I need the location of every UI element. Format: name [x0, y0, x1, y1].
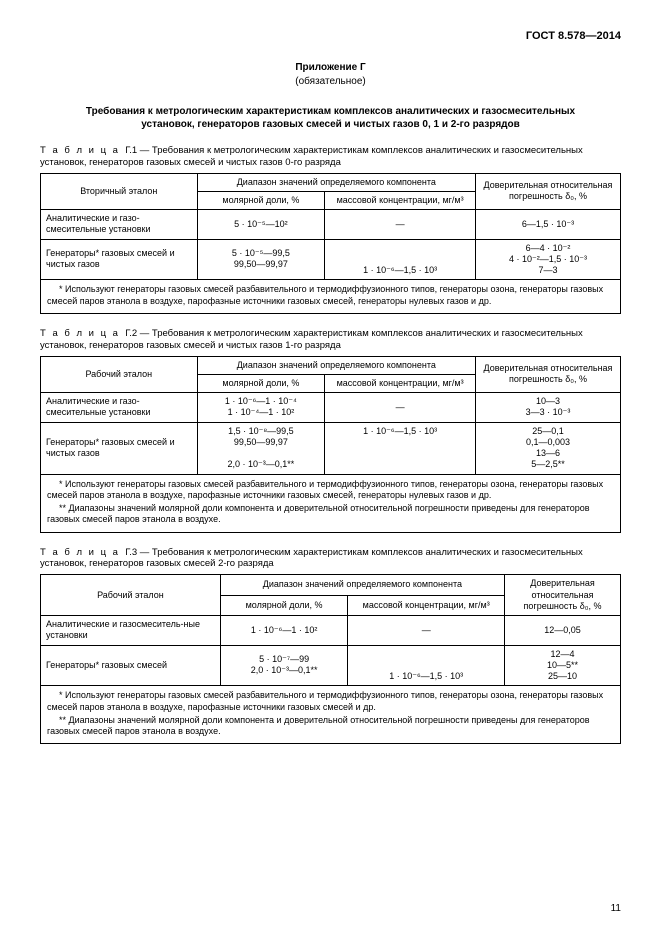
- t1-r1-mass: —: [325, 210, 476, 240]
- t1-h-err: Доверительная относительная погрешность …: [476, 173, 621, 210]
- table1-caption: Т а б л и ц а Г.1 — Требования к метроло…: [40, 145, 621, 169]
- t2-note2: ** Диапазоны значений молярной доли комп…: [47, 503, 614, 526]
- table1: Вторичный эталон Диапазон значений опред…: [40, 173, 621, 281]
- t1-note: * Используют генераторы газовых смесей р…: [47, 284, 614, 307]
- table2-caption: Т а б л и ц а Г.2 — Требования к метроло…: [40, 328, 621, 352]
- t1-r1-name: Аналитические и газо-смесительные устано…: [41, 210, 198, 240]
- t2-r2-err: 25—0,10,1—0,00313—65—2,5**: [476, 422, 621, 474]
- t3-r1-molar: 1 · 10⁻⁶—1 · 10²: [220, 616, 348, 646]
- t2-note1: * Используют генераторы газовых смесей р…: [47, 479, 614, 502]
- caption-num: Г.1: [125, 145, 137, 156]
- caption-num: Г.3: [125, 547, 137, 558]
- t1-r1-err: 6—1,5 · 10⁻³: [476, 210, 621, 240]
- main-heading: Требования к метрологическим характерист…: [71, 105, 591, 131]
- t2-h-mass: массовой концентрации, мг/м³: [325, 374, 476, 392]
- t2-h-molar: молярной доли, %: [197, 374, 325, 392]
- table2-note: * Используют генераторы газовых смесей р…: [40, 475, 621, 533]
- table3-caption: Т а б л и ц а Г.3 — Требования к метроло…: [40, 547, 621, 571]
- caption-prefix: Т а б л и ц а: [40, 328, 120, 339]
- t2-r1-name: Аналитические и газо-смесительные устано…: [41, 393, 198, 423]
- t3-note2: ** Диапазоны значений молярной доли комп…: [47, 715, 614, 738]
- t3-r2-molar: 5 · 10⁻⁷—992,0 · 10⁻³—0,1**: [220, 645, 348, 686]
- table1-note: * Используют генераторы газовых смесей р…: [40, 280, 621, 314]
- t2-h-range: Диапазон значений определяемого компонен…: [197, 356, 475, 374]
- t2-r1-molar: 1 · 10⁻⁶—1 · 10⁻⁴1 · 10⁻⁴—1 · 10²: [197, 393, 325, 423]
- t3-r1-name: Аналитические и газосмеситель-ные устано…: [41, 616, 221, 646]
- caption-text: — Требования к метрологическим характери…: [40, 145, 583, 168]
- t3-note1: * Используют генераторы газовых смесей р…: [47, 690, 614, 713]
- t3-h-molar: молярной доли, %: [220, 595, 348, 615]
- t3-h-range: Диапазон значений определяемого компонен…: [220, 575, 504, 595]
- t3-h-etalon: Рабочий эталон: [41, 575, 221, 616]
- table3: Рабочий эталон Диапазон значений определ…: [40, 574, 621, 686]
- page-number: 11: [611, 903, 621, 916]
- t3-r1-err: 12—0,05: [505, 616, 621, 646]
- caption-text: — Требования к метрологическим характери…: [40, 328, 583, 351]
- t2-h-err: Доверительная относительная погрешность …: [476, 356, 621, 393]
- t1-h-etalon: Вторичный эталон: [41, 173, 198, 210]
- appendix-status: (обязательное): [40, 76, 621, 89]
- t1-h-mass: массовой концентрации, мг/м³: [325, 191, 476, 209]
- caption-num: Г.2: [125, 328, 137, 339]
- t3-r2-mass: 1 · 10⁻⁶—1,5 · 10³: [348, 645, 505, 686]
- t3-h-mass: массовой концентрации, мг/м³: [348, 595, 505, 615]
- table3-note: * Используют генераторы газовых смесей р…: [40, 686, 621, 744]
- t2-h-etalon: Рабочий эталон: [41, 356, 198, 393]
- t3-r1-mass: —: [348, 616, 505, 646]
- page: ГОСТ 8.578—2014 Приложение Г (обязательн…: [0, 0, 661, 935]
- caption-prefix: Т а б л и ц а: [40, 547, 120, 558]
- t2-r2-mass: 1 · 10⁻⁶—1,5 · 10³: [325, 422, 476, 474]
- t2-r2-molar: 1,5 · 10⁻⁸—99,599,50—99,97 2,0 · 10⁻³—0,…: [197, 422, 325, 474]
- caption-text: — Требования к метрологическим характери…: [40, 547, 583, 570]
- t3-h-err: Доверительная относительная погрешность …: [505, 575, 621, 616]
- t1-r1-molar: 5 · 10⁻⁵—10²: [197, 210, 325, 240]
- t1-r2-err: 6—4 · 10⁻²4 · 10⁻²—1,5 · 10⁻³7—3: [476, 239, 621, 280]
- t1-h-molar: молярной доли, %: [197, 191, 325, 209]
- t2-r1-mass: —: [325, 393, 476, 423]
- t1-r2-mass: 1 · 10⁻⁶—1,5 · 10³: [325, 239, 476, 280]
- t3-r2-name: Генераторы* газовых смесей: [41, 645, 221, 686]
- t1-r2-molar: 5 · 10⁻⁵—99,599,50—99,97: [197, 239, 325, 280]
- t2-r2-name: Генераторы* газовых смесей и чистых газо…: [41, 422, 198, 474]
- t1-r2-name: Генераторы* газовых смесей и чистых газо…: [41, 239, 198, 280]
- table2: Рабочий эталон Диапазон значений определ…: [40, 356, 621, 475]
- t2-r1-err: 10—33—3 · 10⁻³: [476, 393, 621, 423]
- t3-r2-err: 12—410—5**25—10: [505, 645, 621, 686]
- caption-prefix: Т а б л и ц а: [40, 145, 120, 156]
- document-id: ГОСТ 8.578—2014: [40, 30, 621, 44]
- appendix-label: Приложение Г: [40, 62, 621, 75]
- t1-h-range: Диапазон значений определяемого компонен…: [197, 173, 475, 191]
